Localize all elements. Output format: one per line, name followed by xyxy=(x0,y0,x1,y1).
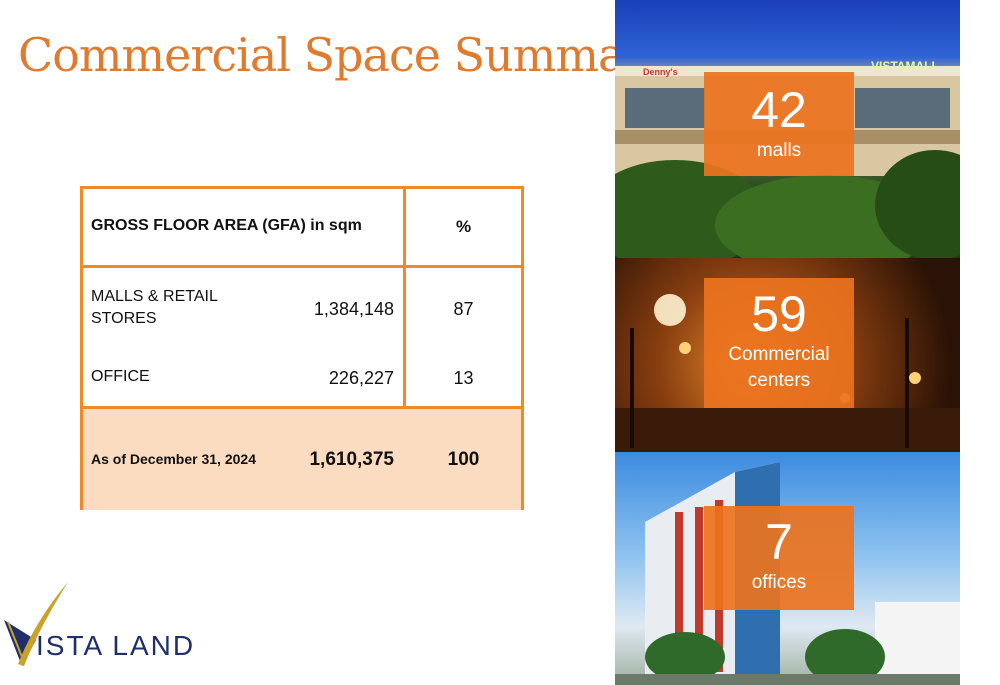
row-malls-label: MALLS & RETAIL STORES xyxy=(91,288,218,327)
table-total-row: As of December 31, 2024 1,610,375 100 xyxy=(83,406,521,510)
commercial-centers-count: 59 xyxy=(751,286,807,342)
commercial-centers-label: Commercial centers xyxy=(728,344,830,391)
header-gfa-label: GROSS FLOOR AREA (GFA) in sqm xyxy=(91,217,362,234)
night-scene-illustration xyxy=(615,294,960,452)
logo-v-mark-icon xyxy=(4,582,68,666)
malls-label: malls xyxy=(756,140,802,161)
row-office-value: 226,227 xyxy=(328,368,394,388)
gfa-table: GROSS FLOOR AREA (GFA) in sqm % MALLS & … xyxy=(80,186,524,510)
row-malls-percent: 87 xyxy=(453,299,474,319)
mall-building-illustration: Denny's VISTAMALL xyxy=(615,59,960,258)
header-percent: % xyxy=(455,217,472,236)
offices-count: 7 xyxy=(765,514,793,570)
total-date-label: As of December 31, 2024 xyxy=(91,451,256,467)
table-divider xyxy=(403,189,406,507)
row-office-label: OFFICE xyxy=(91,368,150,385)
dennys-sign: Denny's xyxy=(643,67,678,77)
table-header-row: GROSS FLOOR AREA (GFA) in sqm % xyxy=(83,189,521,268)
photo-panel: Denny's VISTAMALL xyxy=(615,0,960,685)
total-percent: 100 xyxy=(447,449,480,470)
row-office-percent: 13 xyxy=(453,368,474,388)
offices-stat-card: 7 offices xyxy=(704,506,854,610)
offices-label: offices xyxy=(751,572,807,593)
commercial-centers-stat-card: 59 Commercial centers xyxy=(704,278,854,408)
vista-land-logo: ISTA LAND xyxy=(2,578,202,668)
row-malls-value: 1,384,148 xyxy=(313,299,394,319)
table-body: MALLS & RETAIL STORES 1,384,148 87 OFFIC… xyxy=(83,268,521,406)
malls-stat-card: 42 malls xyxy=(704,72,854,176)
total-value: 1,610,375 xyxy=(309,449,394,470)
malls-count: 42 xyxy=(751,82,807,138)
vistamall-sign: VISTAMALL xyxy=(871,59,939,73)
page-title: Commercial Space Summary xyxy=(18,28,671,82)
logo-wordmark: ISTA LAND xyxy=(36,630,196,661)
